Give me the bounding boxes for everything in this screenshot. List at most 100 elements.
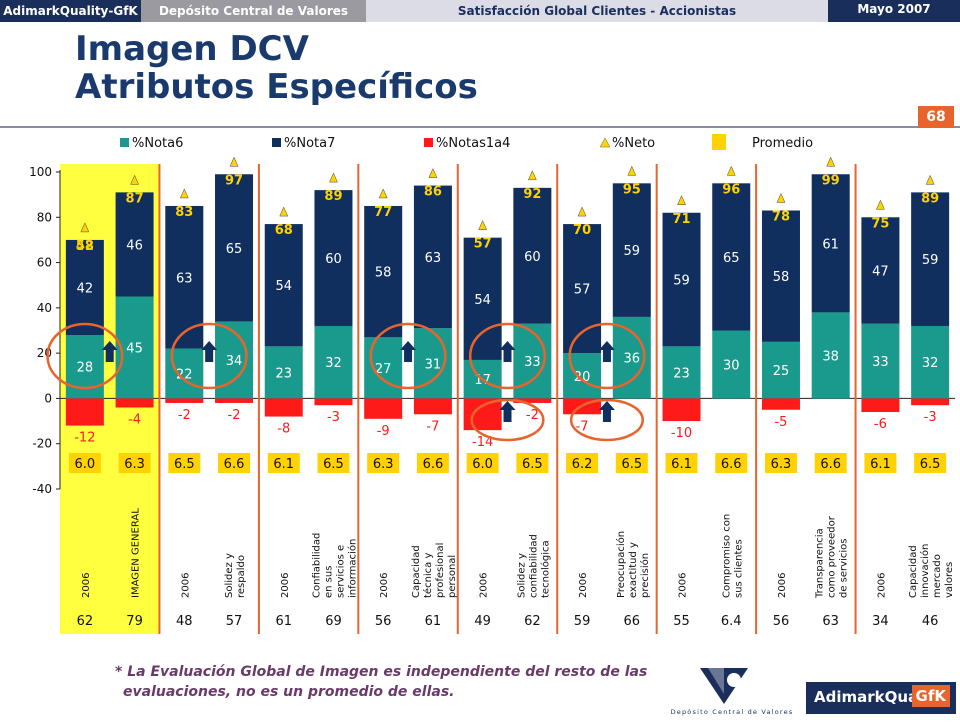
label-promedio: 6.3 [373,457,394,472]
label-nota6: 25 [773,364,790,379]
title-rule [0,126,960,128]
label-nota7: 65 [723,251,740,266]
label-bottom-value: 56 [375,614,392,629]
label-neto: 89 [921,191,939,206]
label-neto: 77 [374,205,392,220]
label-promedio: 6.6 [820,457,841,472]
page-number: 68 [918,106,954,128]
legend-nota6-label: %Nota6 [132,136,183,151]
neto-marker [876,199,885,210]
bar-nota7 [761,210,800,342]
neto-marker [925,174,935,185]
label-nota6: 32 [325,356,342,371]
label-bottom-value: 62 [77,614,94,629]
label-neto: 68 [275,223,293,238]
neto-marker [726,165,736,176]
label-nota7: 54 [474,293,491,308]
y-tick-label: -20 [32,437,52,451]
bar-notas1a4 [911,398,950,406]
y-tick-label: -40 [32,482,52,496]
bar-notas1a4 [165,398,204,403]
label-notas1a4: -5 [774,415,787,430]
bar-nota7 [811,174,850,313]
study-tab: Satisfacción Global Clientes - Accionist… [366,0,828,22]
promedio-box [566,453,599,473]
label-promedio: 6.5 [621,457,642,472]
category-label-line: 2006 [180,573,191,598]
bar-nota7 [65,239,104,336]
bar-notas1a4 [861,398,900,413]
label-notas1a4: -3 [327,410,340,425]
label-notas1a4: -6 [874,417,887,432]
category-label-line: profesional [435,543,446,598]
neto-marker [776,192,786,203]
label-promedio: 6.3 [124,457,145,472]
bar-nota7 [861,217,900,324]
category-label: 2006 [678,573,689,598]
label-neto: 71 [672,212,690,227]
category-label: Preocupaciónexactitud yprecisión [615,531,651,598]
legend-notas1a4-label: %Notas1a4 [436,136,510,151]
up-arrow-icon [598,401,615,422]
category-label-line: Capacidad [908,545,919,598]
highlight-circle [468,322,547,390]
label-notas1a4: -7 [576,419,589,434]
legend-nota6-marker [120,138,129,147]
category-label: Solidez yrespaldo [224,553,247,598]
category-label-line: personal [447,555,458,598]
label-neto: 75 [871,216,889,231]
label-nota7: 59 [624,244,641,259]
highlight-circle-negative [470,398,545,442]
label-promedio: 6.1 [671,457,692,472]
category-label: Capacidadtécnica yprofesionalpersonal [411,543,458,598]
neto-marker [378,188,388,199]
category-label: 2006 [578,573,589,598]
label-nota6: 23 [275,366,292,381]
label-notas1a4: -2 [178,408,191,423]
title-line-1: Imagen DCV [75,29,309,69]
label-promedio: 6.1 [273,457,294,472]
neto-marker [677,195,686,206]
category-label-line: IMAGEN GENERAL [131,508,142,598]
label-notas1a4: -10 [671,426,692,441]
label-bottom-value: 66 [624,614,641,629]
promedio-box [118,453,151,473]
bar-nota7 [264,224,303,347]
category-label: Compromiso consus clientes [721,514,744,598]
label-promedio: 6.0 [472,457,493,472]
label-nota7: 58 [773,270,790,285]
category-label-line: Solidez y [224,553,235,598]
category-label: 2006 [876,573,887,598]
neto-marker [826,156,836,167]
label-neto: 95 [623,182,641,197]
label-bottom-value: 55 [673,614,690,629]
promedio-box [218,453,251,473]
bar-notas1a4 [364,398,403,419]
label-neto: 99 [822,173,840,188]
legend-promedio-label: Promedio [752,136,813,151]
label-nota6: 30 [723,358,740,373]
label-nota7: 65 [226,242,243,257]
y-tick-label: 80 [37,210,52,224]
label-nota7: 63 [176,271,193,286]
bar-nota6 [662,346,701,399]
legend-notas1a4-marker [424,138,433,147]
label-nota6: 20 [574,370,591,385]
category-label-line: 2006 [777,573,788,598]
category-label-line: Compromiso con [721,514,732,598]
category-label-line: respaldo [236,555,247,598]
label-bottom-value: 34 [872,614,889,629]
bar-notas1a4 [115,398,154,408]
category-label-line: Solidez y [516,553,527,598]
label-nota6: 45 [126,341,143,356]
bar-nota7 [712,183,751,331]
category-label-line: 2006 [280,573,291,598]
label-nota6: 33 [524,355,541,370]
y-tick-label: 40 [37,301,52,315]
promedio-box [615,453,648,473]
highlight-circle [369,322,447,390]
label-nota7: 54 [275,279,292,294]
label-nota6: 22 [176,368,193,383]
brand-tab: AdimarkQuality-GfK [0,0,141,22]
label-bottom-value: 56 [773,614,790,629]
